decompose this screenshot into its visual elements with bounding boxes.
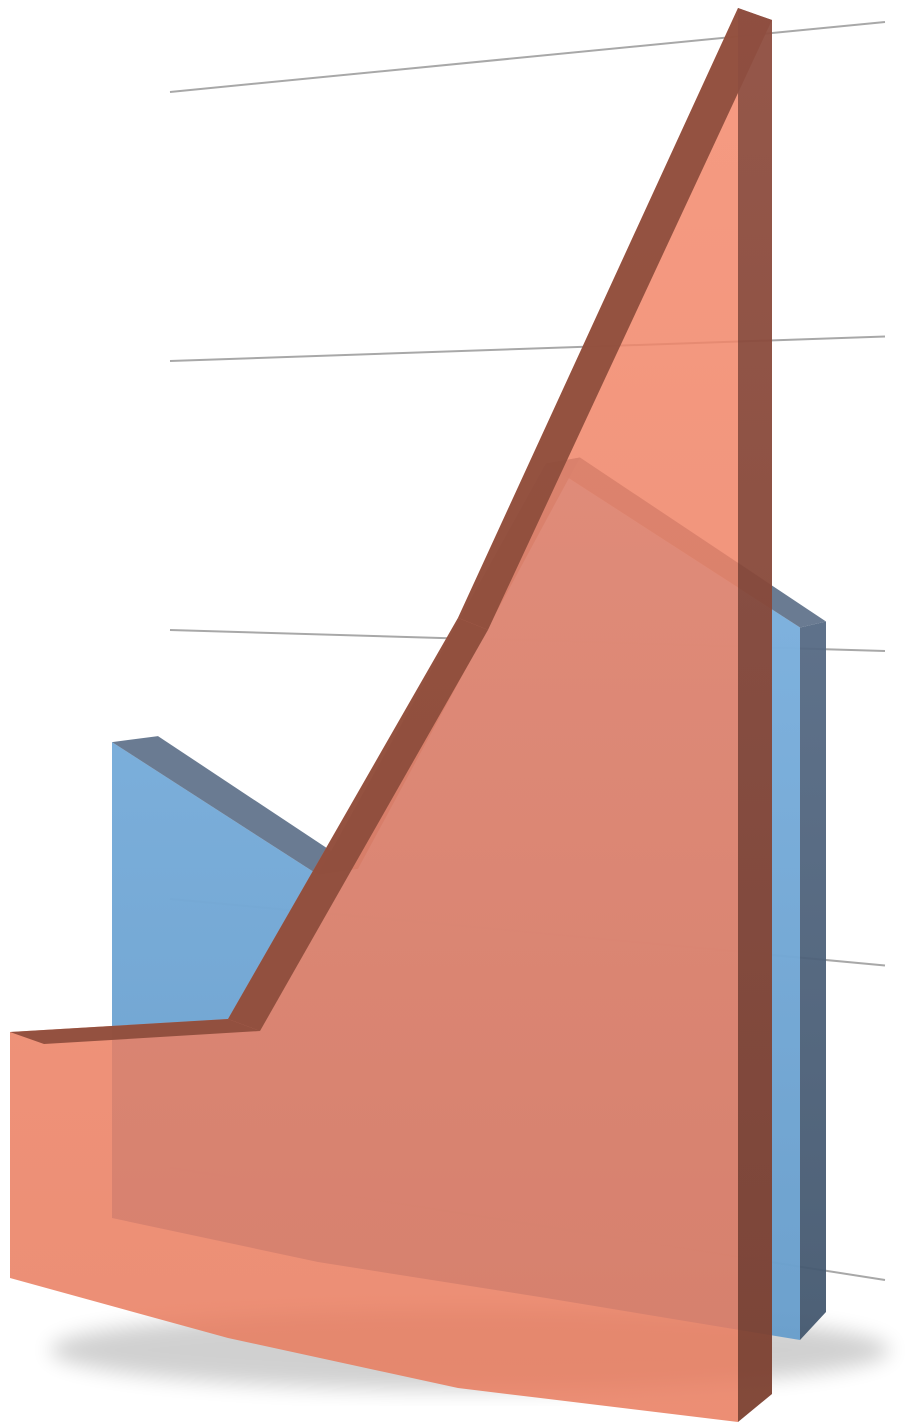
area-series-1-side	[800, 621, 826, 1340]
gridline	[169, 335, 886, 362]
area-series-2-top-edge	[10, 1019, 260, 1044]
area-series-2-side	[738, 8, 772, 1422]
area-series-2-top-edge	[228, 617, 488, 1031]
area-series-2	[10, 8, 738, 1422]
area-series-2-top-edge	[458, 8, 772, 630]
gridline	[169, 21, 886, 93]
area-series-1-top-edge	[112, 736, 358, 875]
